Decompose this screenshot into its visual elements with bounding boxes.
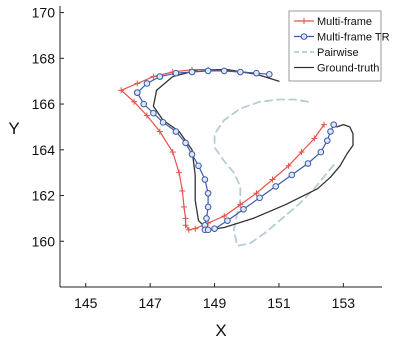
legend-label-multi-frame-tr: Multi-frame TR	[317, 32, 390, 44]
legend-marker-multi-frame	[301, 18, 307, 24]
data-point-multi-frame-tr	[188, 68, 196, 76]
data-point-multi-frame-tr	[253, 69, 260, 77]
data-point-multi-frame-tr	[211, 225, 218, 232]
ticks: 145 147 149 151 153 160 162 164 166 168 170	[32, 5, 356, 311]
legend-item-ground-truth: Ground-truth	[294, 63, 379, 75]
legend-item-multi-frame: Multi-frame	[294, 16, 372, 28]
data-point-multi-frame	[176, 169, 183, 176]
data-point-multi-frame	[131, 98, 138, 105]
y-tick-label: 162	[32, 188, 56, 204]
legend-label-multi-frame: Multi-frame	[317, 16, 372, 28]
data-point-multi-frame-tr	[266, 71, 273, 78]
data-point-multi-frame-tr	[330, 121, 338, 128]
legend-label-pairwise: Pairwise	[317, 47, 359, 59]
data-point-multi-frame-tr	[195, 162, 202, 170]
x-tick-label: 147	[138, 295, 162, 311]
data-point-multi-frame	[298, 149, 305, 156]
y-tick-label: 170	[32, 5, 56, 21]
legend-label-ground-truth: Ground-truth	[317, 63, 379, 75]
x-axis-label: X	[215, 321, 226, 340]
data-point-multi-frame	[192, 225, 199, 232]
x-tick-label: 149	[203, 295, 227, 311]
data-point-multi-frame	[169, 149, 176, 156]
data-point-multi-frame	[321, 121, 328, 128]
data-point-multi-frame-tr	[140, 100, 148, 108]
data-point-multi-frame	[237, 201, 244, 208]
x-tick-label: 145	[74, 295, 98, 311]
data-point-multi-frame-tr	[172, 128, 180, 135]
data-point-multi-frame-tr	[156, 73, 164, 80]
y-tick-label: 164	[32, 142, 56, 158]
data-point-multi-frame	[180, 203, 187, 210]
data-point-multi-frame-tr	[143, 80, 151, 87]
data-point-multi-frame-tr	[150, 109, 157, 117]
y-tick-label: 160	[32, 233, 56, 249]
series-line-multi-frame-tr	[136, 91, 335, 231]
data-point-multi-frame-tr	[172, 69, 180, 77]
y-axis-label: Y	[8, 119, 19, 138]
x-tick-label: 153	[332, 295, 356, 311]
series-multi-frame-tr	[133, 89, 338, 234]
data-point-multi-frame-tr	[288, 171, 296, 179]
data-point-multi-frame-tr	[133, 89, 141, 96]
data-point-multi-frame	[221, 213, 228, 220]
data-point-multi-frame-tr	[204, 67, 212, 75]
data-point-multi-frame	[179, 187, 186, 194]
data-point-multi-frame	[253, 190, 260, 197]
legend-item-multi-frame-tr: Multi-frame TR	[294, 32, 390, 44]
data-point-multi-frame	[182, 215, 189, 222]
data-point-multi-frame	[134, 80, 141, 87]
data-point-multi-frame-tr	[272, 183, 280, 190]
series-line-multi-frame	[120, 69, 325, 231]
data-point-multi-frame	[143, 112, 150, 119]
data-point-multi-frame-tr	[220, 67, 228, 75]
data-point-multi-frame-tr	[204, 189, 212, 197]
data-point-multi-frame	[150, 73, 157, 80]
data-point-multi-frame-tr	[188, 151, 196, 158]
legend: Multi-frame Multi-frame TR Pairwise Ground-…	[288, 10, 390, 82]
data-point-multi-frame-tr	[304, 160, 312, 167]
data-point-multi-frame-tr	[182, 139, 189, 147]
data-point-multi-frame	[311, 135, 318, 142]
data-point-multi-frame-tr	[159, 119, 167, 126]
data-point-multi-frame-tr	[327, 128, 334, 135]
data-point-multi-frame-tr	[201, 176, 209, 183]
data-point-multi-frame-tr	[204, 203, 212, 211]
series-line-pairwise	[213, 98, 338, 247]
data-point-multi-frame-tr	[204, 226, 212, 234]
data-point-multi-frame-tr	[323, 137, 331, 144]
series-line-multi-frame-tr	[136, 70, 270, 94]
data-point-multi-frame	[185, 226, 192, 233]
x-tick-label: 151	[267, 295, 291, 311]
plot-series	[118, 66, 354, 247]
legend-marker-multi-frame-tr	[300, 33, 308, 40]
legend-item-pairwise: Pairwise	[294, 47, 359, 59]
axes	[59, 6, 382, 288]
data-point-multi-frame	[269, 176, 276, 183]
data-point-multi-frame	[156, 128, 163, 135]
data-point-multi-frame	[285, 162, 292, 169]
data-point-multi-frame-tr	[237, 68, 244, 76]
y-tick-label: 166	[32, 96, 56, 112]
series-pairwise	[213, 98, 338, 247]
y-tick-label: 168	[32, 50, 56, 66]
data-point-multi-frame	[118, 87, 125, 94]
data-point-multi-frame-tr	[256, 194, 263, 202]
data-point-multi-frame-tr	[224, 217, 231, 224]
series-multi-frame-tr	[133, 67, 273, 96]
data-point-multi-frame	[182, 222, 189, 229]
data-point-multi-frame-tr	[203, 215, 210, 222]
data-point-multi-frame-tr	[317, 148, 325, 156]
data-point-multi-frame-tr	[240, 205, 247, 213]
series-multi-frame	[118, 66, 328, 233]
